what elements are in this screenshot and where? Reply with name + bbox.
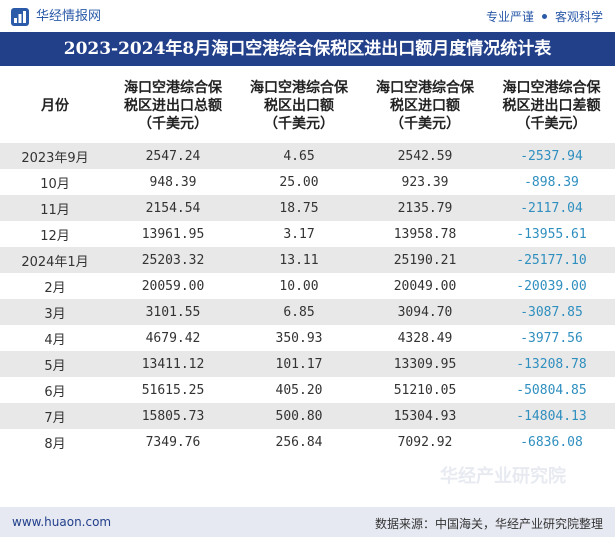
cell-month: 10月 bbox=[40, 176, 70, 192]
cell-export: 10.00 bbox=[279, 278, 319, 294]
logo: 华经情报网 bbox=[10, 7, 101, 27]
watermark: 华经产业研究院 bbox=[440, 466, 566, 487]
cell-total: 948.39 bbox=[149, 174, 197, 190]
cell-import: 3094.70 bbox=[362, 299, 488, 325]
cell-import: 4328.49 bbox=[397, 330, 453, 346]
table-row: 6月 51615.25 405.20 51210.05 -50804.85 bbox=[0, 377, 615, 403]
cell-import: 2542.59 bbox=[362, 143, 488, 169]
table-row: 2023年9月 2547.24 4.65 2542.59 -2537.94 bbox=[0, 143, 615, 169]
table-body: 2023年9月 2547.24 4.65 2542.59 -2537.94 10月 948.… bbox=[0, 143, 615, 455]
cell-import: 13309.95 bbox=[362, 351, 488, 377]
cell-import: 2135.79 bbox=[362, 195, 488, 221]
table-row: 7月 15805.73 500.80 15304.93 -14804.13 bbox=[0, 403, 615, 429]
cell-month: 2024年1月 bbox=[0, 247, 110, 273]
cell-month: 2023年9月 bbox=[0, 143, 110, 169]
cell-balance: -50804.85 bbox=[516, 382, 587, 398]
cell-month: 2月 bbox=[44, 280, 66, 296]
cell-balance: -25177.10 bbox=[488, 247, 615, 273]
cell-import: 20049.00 bbox=[393, 278, 457, 294]
table-row: 10月 948.39 25.00 923.39 -898.39 bbox=[0, 169, 615, 195]
cell-export: 18.75 bbox=[236, 195, 362, 221]
cell-month: 4月 bbox=[44, 332, 66, 348]
slogan-right: 客观科学 bbox=[554, 10, 603, 24]
cell-balance: -2537.94 bbox=[488, 143, 615, 169]
slogan: 专业严谨 客观科学 bbox=[486, 8, 603, 25]
column-header: 海口空港综合保 税区进出口总额 （千美元） bbox=[124, 79, 222, 132]
cell-balance: -13955.61 bbox=[516, 226, 587, 242]
table-row: 5月 13411.12 101.17 13309.95 -13208.78 bbox=[0, 351, 615, 377]
cell-export: 3.17 bbox=[283, 226, 315, 242]
cell-total: 25203.32 bbox=[110, 247, 236, 273]
top-bar: 华经情报网 专业严谨 客观科学 bbox=[0, 0, 615, 32]
cell-import: 7092.92 bbox=[397, 434, 453, 450]
cell-export: 101.17 bbox=[236, 351, 362, 377]
cell-export: 405.20 bbox=[275, 382, 323, 398]
cell-total: 7349.76 bbox=[145, 434, 201, 450]
cell-balance: -3977.56 bbox=[520, 330, 583, 346]
cell-total: 51615.25 bbox=[141, 382, 205, 398]
bullet-dot-icon bbox=[541, 14, 547, 19]
cell-month: 3月 bbox=[0, 299, 110, 325]
logo-icon bbox=[11, 8, 29, 26]
column-header: 海口空港综合保 税区出口额 （千美元） bbox=[250, 79, 348, 132]
logo-text: 华经情报网 bbox=[36, 9, 102, 24]
cell-total: 2547.24 bbox=[110, 143, 236, 169]
cell-export: 13.11 bbox=[236, 247, 362, 273]
cell-import: 13958.78 bbox=[393, 226, 457, 242]
table-row: 2024年1月 25203.32 13.11 25190.21 -25177.10 bbox=[0, 247, 615, 273]
cell-export: 6.85 bbox=[236, 299, 362, 325]
table-row: 12月 13961.95 3.17 13958.78 -13955.61 bbox=[0, 221, 615, 247]
footer-source: 数据来源：中国海关，华经产业研究院整理 bbox=[374, 517, 603, 531]
column-header: 海口空港综合保 税区进口额 （千美元） bbox=[376, 79, 474, 132]
cell-total: 15805.73 bbox=[110, 403, 236, 429]
cell-balance: -20039.00 bbox=[516, 278, 587, 294]
cell-import: 51210.05 bbox=[393, 382, 457, 398]
cell-month: 12月 bbox=[40, 228, 70, 244]
table-header-row: 月份 海口空港综合保 税区进出口总额 （千美元） 海口空港综合保 税区出口额 （千美元） 海口… bbox=[0, 68, 615, 143]
table-row: 4月 4679.42 350.93 4328.49 -3977.56 bbox=[0, 325, 615, 351]
slogan-left: 专业严谨 bbox=[485, 10, 534, 24]
cell-total: 2154.54 bbox=[110, 195, 236, 221]
column-header: 月份 bbox=[41, 97, 69, 114]
cell-export: 4.65 bbox=[236, 143, 362, 169]
cell-balance: -14804.13 bbox=[488, 403, 615, 429]
cell-total: 13411.12 bbox=[110, 351, 236, 377]
cell-import: 15304.93 bbox=[362, 403, 488, 429]
cell-month: 11月 bbox=[0, 195, 110, 221]
footer: www.huaon.com 数据来源：中国海关，华经产业研究院整理 bbox=[0, 507, 615, 537]
cell-month: 5月 bbox=[0, 351, 110, 377]
cell-month: 8月 bbox=[44, 436, 66, 452]
cell-month: 6月 bbox=[44, 384, 66, 400]
cell-export: 256.84 bbox=[275, 434, 323, 450]
cell-month: 7月 bbox=[0, 403, 110, 429]
cell-balance: -2117.04 bbox=[488, 195, 615, 221]
cell-total: 3101.55 bbox=[110, 299, 236, 325]
table-row: 11月 2154.54 18.75 2135.79 -2117.04 bbox=[0, 195, 615, 221]
data-table: 月份 海口空港综合保 税区进出口总额 （千美元） 海口空港综合保 税区出口额 （千美元） 海口… bbox=[0, 68, 615, 455]
column-header: 海口空港综合保 税区进出口差额 （千美元） bbox=[502, 79, 601, 132]
cell-total: 4679.42 bbox=[145, 330, 201, 346]
cell-export: 500.80 bbox=[236, 403, 362, 429]
cell-balance: -6836.08 bbox=[520, 434, 583, 450]
cell-total: 20059.00 bbox=[141, 278, 205, 294]
cell-total: 13961.95 bbox=[141, 226, 205, 242]
table-row: 2月 20059.00 10.00 20049.00 -20039.00 bbox=[0, 273, 615, 299]
cell-import: 923.39 bbox=[401, 174, 449, 190]
table-row: 3月 3101.55 6.85 3094.70 -3087.85 bbox=[0, 299, 615, 325]
cell-balance: -13208.78 bbox=[488, 351, 615, 377]
cell-export: 25.00 bbox=[279, 174, 319, 190]
cell-balance: -898.39 bbox=[524, 174, 579, 190]
cell-import: 25190.21 bbox=[362, 247, 488, 273]
table-row: 8月 7349.76 256.84 7092.92 -6836.08 bbox=[0, 429, 615, 455]
cell-balance: -3087.85 bbox=[488, 299, 615, 325]
page-title: 2023-2024年8月海口空港综合保税区进出口额月度情况统计表 bbox=[0, 32, 615, 66]
footer-url[interactable]: www.huaon.com bbox=[12, 515, 112, 529]
cell-export: 350.93 bbox=[275, 330, 323, 346]
